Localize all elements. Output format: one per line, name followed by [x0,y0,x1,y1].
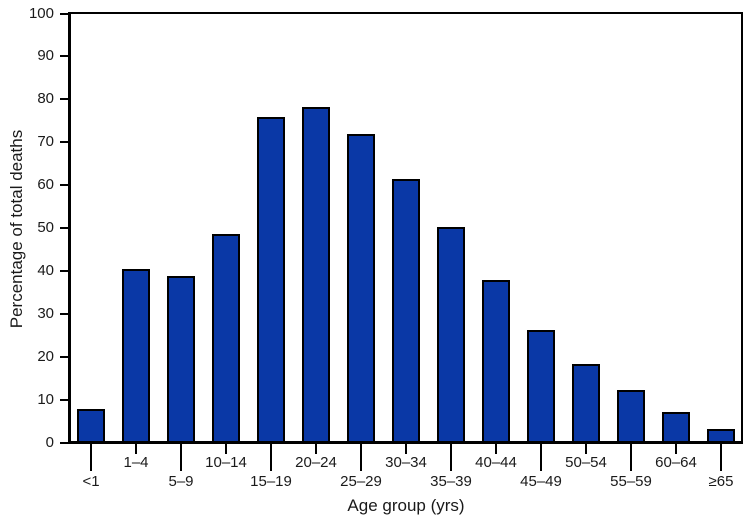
y-axis-tick-label: 50 [37,219,54,237]
bar [392,179,420,443]
x-axis-tick [90,444,92,471]
x-axis-tick [225,444,227,454]
x-axis-tick-label: 30–34 [385,454,427,471]
y-axis-tick [60,12,69,15]
y-axis-tick [60,399,69,402]
y-axis-tick-label: 10 [37,391,54,409]
y-axis-tick [60,141,69,144]
bar [707,429,735,443]
bar [617,390,645,443]
y-axis-tick-label: 90 [37,47,54,65]
bar [257,117,285,443]
x-axis-tick-label: 45–49 [520,473,562,490]
x-axis-tick-label: <1 [82,473,100,490]
y-axis-tick-label: 20 [37,348,54,366]
y-axis-tick-label: 60 [37,176,54,194]
x-axis-tick-label: 15–19 [250,473,292,490]
y-axis-tick [60,184,69,187]
x-axis-tick-label: 5–9 [168,473,194,490]
x-axis-tick [450,444,452,471]
x-axis-title: Age group (yrs) [347,496,465,515]
bar [572,364,600,443]
x-axis-tick [720,444,722,471]
x-axis-tick [675,444,677,454]
bar [212,234,240,443]
x-axis-tick [270,444,272,471]
y-axis-tick [60,227,69,230]
bar [302,107,330,443]
bar [167,276,195,443]
x-axis-tick-label: ≥65 [708,473,734,490]
y-axis-tick-label: 30 [37,305,54,323]
y-axis-tick-label: 80 [37,90,54,108]
y-axis-tick [60,442,69,444]
bar [527,330,555,443]
x-axis-tick-label: 50–54 [565,454,607,471]
y-axis-tick-label: 40 [37,262,54,280]
x-axis-tick [540,444,542,471]
x-axis-tick [585,444,587,454]
x-axis-tick-label: 10–14 [205,454,247,471]
x-axis-tick-label: 60–64 [655,454,697,471]
bar [347,134,375,443]
x-axis-tick-label: 40–44 [475,454,517,471]
y-axis-tick-label: 100 [28,4,54,22]
y-axis-tick [60,270,69,273]
x-axis-tick-label: 1–4 [123,454,149,471]
y-axis-tick [60,55,69,58]
x-axis-tick-label: 55–59 [610,473,652,490]
y-axis-tick [60,313,69,316]
y-axis-tick [60,98,69,101]
bar [662,412,690,443]
bar [77,409,105,443]
x-axis-tick [180,444,182,471]
bar [122,269,150,443]
x-axis-tick [630,444,632,471]
x-axis-tick [360,444,362,471]
y-axis-tick [60,356,69,359]
x-axis-tick [135,444,137,454]
x-axis-tick [495,444,497,454]
x-axis-tick [405,444,407,454]
bar [482,280,510,443]
x-axis-tick-label: 35–39 [430,473,472,490]
x-axis-tick-label: 25–29 [340,473,382,490]
x-axis-tick-label: 20–24 [295,454,337,471]
y-axis-tick-label: 70 [37,133,54,151]
y-axis-tick-label: 0 [45,434,54,451]
x-axis-tick [315,444,317,454]
bar [437,227,465,443]
